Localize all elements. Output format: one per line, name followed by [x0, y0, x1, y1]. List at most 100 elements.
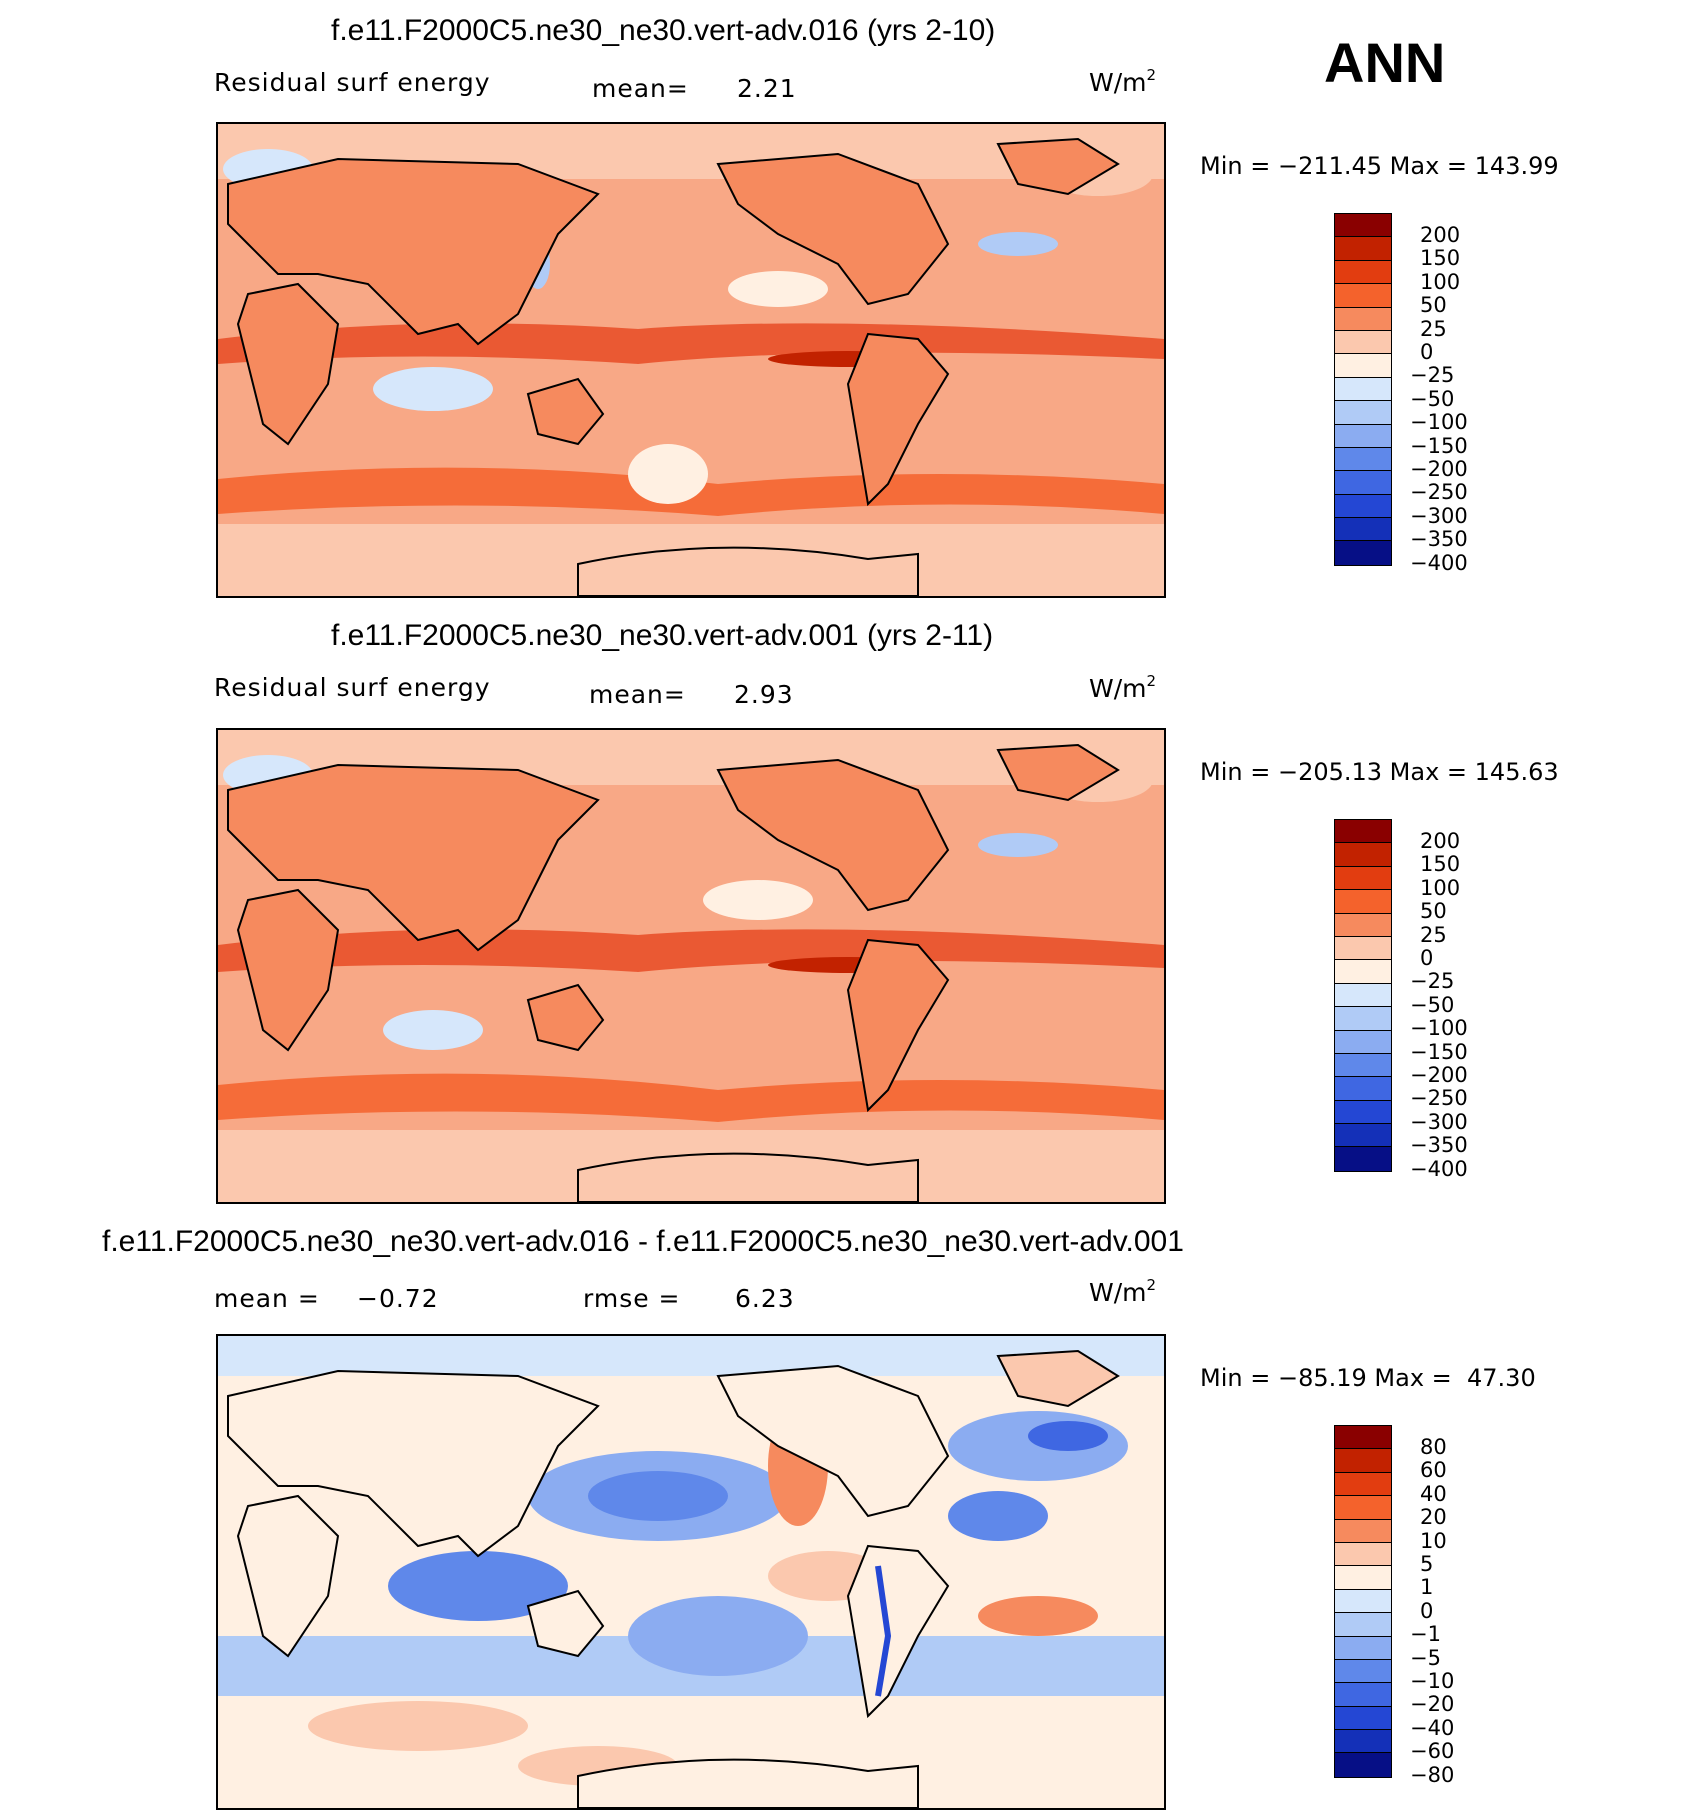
- colorbar-level-label: 0: [1420, 1598, 1434, 1623]
- colorbar-level-label: 50: [1420, 293, 1447, 318]
- colorbar-cell: [1335, 1496, 1391, 1520]
- panel2-map-svg: [218, 730, 1164, 1202]
- panel3-title: f.e11.F2000C5.ne30_ne30.vert-adv.016 - f…: [102, 1225, 1184, 1258]
- panel2-units: W/m2: [1089, 672, 1157, 703]
- colorbar-level-label: 60: [1420, 1458, 1447, 1483]
- colorbar-cell: [1335, 1147, 1391, 1171]
- colorbar-cell: [1335, 354, 1391, 378]
- colorbar-cell: [1335, 1730, 1391, 1754]
- colorbar-cell: [1335, 1683, 1391, 1707]
- panel1-title: f.e11.F2000C5.ne30_ne30.vert-adv.016 (yr…: [331, 14, 996, 47]
- panel1-colorbar: [1334, 213, 1392, 566]
- colorbar-cell: [1335, 960, 1391, 984]
- colorbar-cell: [1335, 866, 1391, 891]
- colorbar-cell: [1335, 541, 1391, 565]
- colorbar-level-label: 100: [1420, 875, 1461, 900]
- colorbar-level-label: −25: [1410, 363, 1455, 388]
- panel3-map: [216, 1334, 1166, 1810]
- colorbar-level-label: 100: [1420, 269, 1461, 294]
- colorbar-cell: [1335, 424, 1391, 448]
- panel1-mean-value: 2.21: [737, 74, 797, 103]
- colorbar-level-label: 0: [1420, 340, 1434, 364]
- colorbar-cell: [1335, 471, 1391, 495]
- colorbar-cell: [1335, 1589, 1391, 1614]
- colorbar-level-label: −60: [1410, 1739, 1455, 1764]
- colorbar-cell: [1335, 518, 1391, 542]
- colorbar-cell: [1335, 307, 1391, 331]
- colorbar-level-label: 10: [1420, 1528, 1447, 1553]
- colorbar-level-label: −400: [1410, 1156, 1468, 1181]
- colorbar-cell: [1335, 1472, 1391, 1497]
- colorbar-cell: [1335, 1077, 1391, 1101]
- panel2-variable: Residual surf energy: [214, 673, 491, 702]
- colorbar-cell: [1335, 1659, 1391, 1684]
- panel2-colorbar: [1334, 819, 1392, 1172]
- colorbar-cell: [1335, 843, 1391, 867]
- colorbar-level-label: 150: [1420, 246, 1461, 271]
- colorbar-cell: [1335, 1100, 1391, 1125]
- colorbar-cell: [1335, 820, 1391, 844]
- colorbar-level-label: −300: [1410, 1109, 1468, 1134]
- colorbar-level-label: −40: [1410, 1715, 1455, 1740]
- colorbar-level-label: 5: [1420, 1552, 1434, 1576]
- panel1-mean-label: mean=: [592, 74, 689, 103]
- colorbar-cell: [1335, 1519, 1391, 1543]
- colorbar-level-label: −200: [1410, 1063, 1468, 1087]
- panel3-minmax: Min = −85.19 Max = 47.30: [1200, 1364, 1536, 1392]
- colorbar-cell: [1335, 284, 1391, 308]
- colorbar-level-label: 25: [1420, 316, 1447, 341]
- panel1-variable: Residual surf energy: [214, 68, 491, 97]
- colorbar-level-label: −100: [1410, 1016, 1468, 1041]
- colorbar-cell: [1335, 1613, 1391, 1637]
- panel3-rmse-value: 6.23: [735, 1284, 795, 1313]
- panel2-minmax: Min = −205.13 Max = 145.63: [1200, 758, 1559, 786]
- panel1-units: W/m2: [1089, 66, 1157, 97]
- colorbar-level-label: −200: [1410, 457, 1468, 481]
- colorbar-level-label: −20: [1410, 1692, 1455, 1717]
- panel2-mean-label: mean=: [589, 680, 686, 709]
- colorbar-level-label: −5: [1410, 1645, 1441, 1670]
- colorbar-level-label: −10: [1410, 1669, 1455, 1693]
- colorbar-level-label: 40: [1420, 1481, 1447, 1506]
- colorbar-cell: [1335, 1426, 1391, 1450]
- colorbar-cell: [1335, 1636, 1391, 1660]
- panel3-mean-value: −0.72: [357, 1284, 439, 1313]
- colorbar-level-label: −100: [1410, 410, 1468, 435]
- panel1-map-svg: [218, 124, 1164, 596]
- colorbar-cell: [1335, 494, 1391, 519]
- colorbar-level-label: −400: [1410, 550, 1468, 575]
- colorbar-level-label: 150: [1420, 852, 1461, 877]
- panel2-mean-value: 2.93: [734, 680, 794, 709]
- panel2-title: f.e11.F2000C5.ne30_ne30.vert-adv.001 (yr…: [331, 619, 994, 652]
- colorbar-level-label: −50: [1410, 386, 1455, 411]
- colorbar-cell: [1335, 260, 1391, 285]
- colorbar-cell: [1335, 1753, 1391, 1777]
- colorbar-cell: [1335, 237, 1391, 261]
- season-label: ANN: [1324, 31, 1446, 94]
- panel1-minmax: Min = −211.45 Max = 143.99: [1200, 152, 1559, 180]
- colorbar-cell: [1335, 1124, 1391, 1148]
- colorbar-cell: [1335, 401, 1391, 425]
- panel3-colorbar: [1334, 1425, 1392, 1778]
- colorbar-cell: [1335, 1706, 1391, 1731]
- colorbar-level-label: −250: [1410, 1086, 1468, 1111]
- colorbar-level-label: −350: [1410, 1133, 1468, 1158]
- colorbar-cell: [1335, 214, 1391, 238]
- colorbar-level-label: −350: [1410, 527, 1468, 552]
- panel3-rmse-label: rmse =: [583, 1284, 681, 1313]
- colorbar-cell: [1335, 983, 1391, 1008]
- colorbar-cell: [1335, 890, 1391, 914]
- colorbar-cell: [1335, 377, 1391, 402]
- colorbar-level-label: −150: [1410, 1039, 1468, 1064]
- colorbar-level-label: −300: [1410, 503, 1468, 528]
- panel3-mean-label: mean =: [214, 1284, 320, 1313]
- colorbar-level-label: 0: [1420, 946, 1434, 970]
- colorbar-cell: [1335, 1542, 1391, 1567]
- colorbar-level-label: 20: [1420, 1505, 1447, 1530]
- colorbar-level-label: 50: [1420, 899, 1447, 924]
- colorbar-cell: [1335, 1030, 1391, 1054]
- colorbar-level-label: −1: [1410, 1622, 1441, 1647]
- colorbar-level-label: 25: [1420, 922, 1447, 947]
- colorbar-level-label: −150: [1410, 433, 1468, 458]
- colorbar-level-label: −80: [1410, 1762, 1455, 1787]
